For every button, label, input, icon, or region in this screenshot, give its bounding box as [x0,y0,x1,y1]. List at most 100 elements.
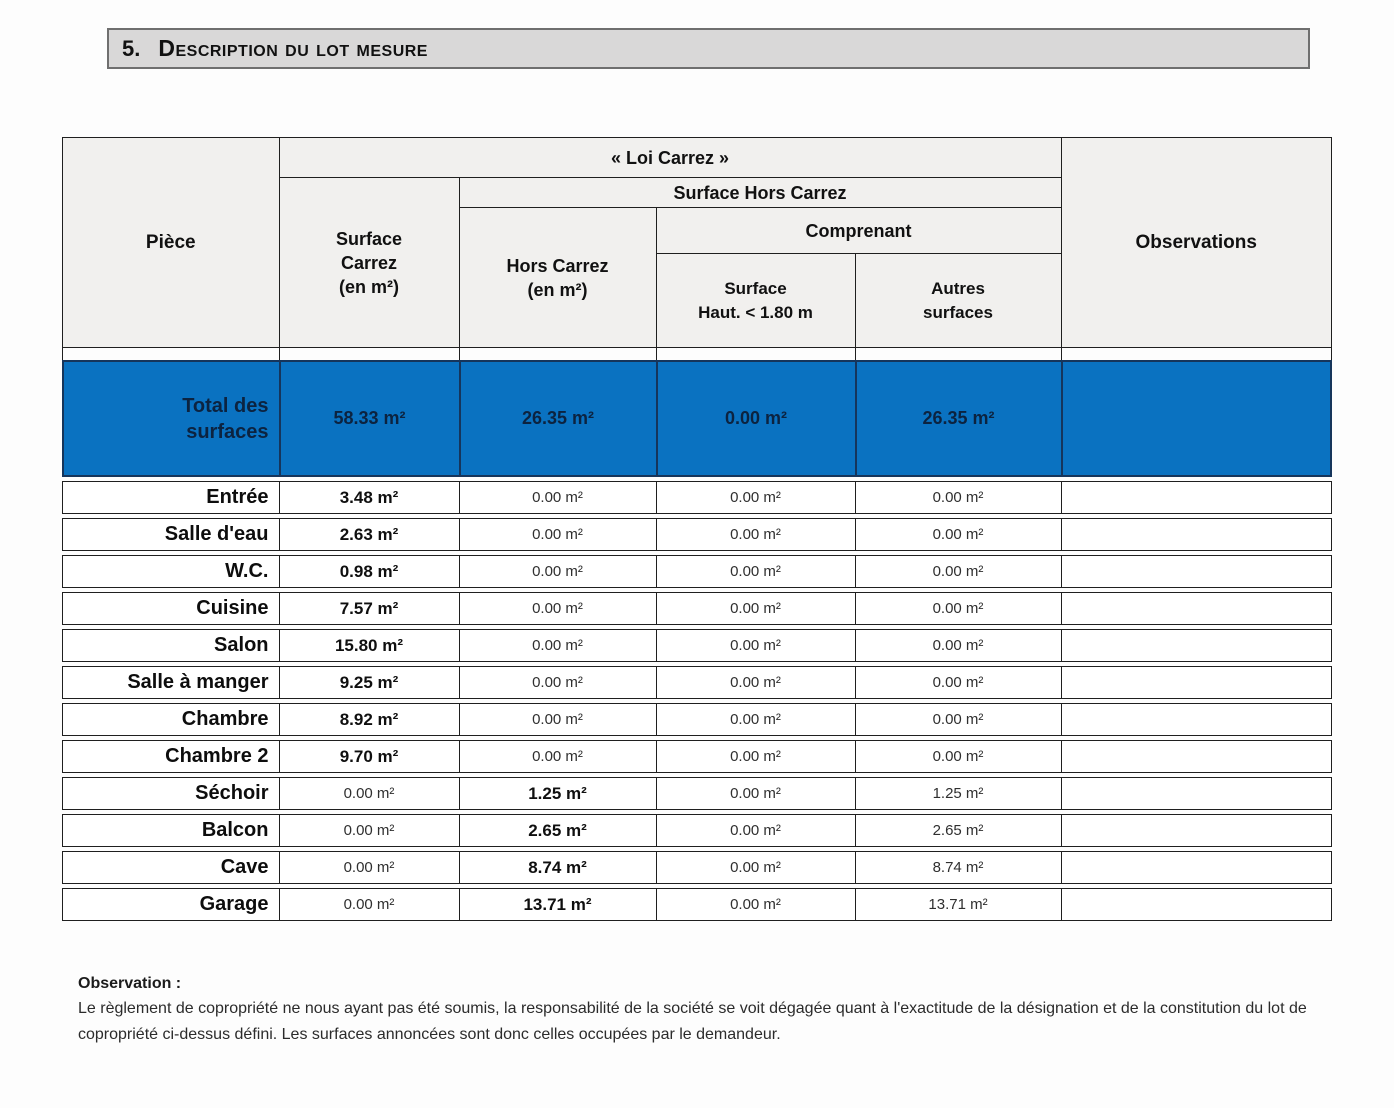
header-surface-carrez: Surface Carrez (en m²) [279,178,460,347]
spacer-cell [657,348,856,360]
section-title-bar: 5. Description du lot mesure [107,28,1310,69]
piece-cell: Garage [63,889,280,920]
surface-carrez-cell: 3.48 m² [280,482,460,513]
hors-carrez-cell: 0.00 m² [460,667,657,698]
header-surface-hors-carrez: Surface Hors Carrez [459,178,1062,208]
header-observations: Observations [1061,138,1331,347]
piece-cell: Salle à manger [63,667,280,698]
total-autres-surfaces-cell: 26.35 m² [856,362,1063,475]
header-comprenant: Comprenant [656,208,1062,254]
autres-surfaces-cell: 0.00 m² [856,741,1062,772]
hors-carrez-cell: 2.65 m² [460,815,657,846]
observation-text: Le règlement de copropriété ne nous ayan… [78,1000,1307,1043]
surface-carrez-cell: 0.00 m² [280,778,460,809]
piece-cell: Salon [63,630,280,661]
hors-carrez-cell: 1.25 m² [460,778,657,809]
hors-carrez-cell: 0.00 m² [460,556,657,587]
measurement-table: Pièce « Loi Carrez » Surface Carrez (en … [62,137,1332,921]
observations-cell [1062,519,1332,550]
autres-surfaces-cell: 2.65 m² [856,815,1062,846]
total-surface-carrez-cell: 58.33 m² [280,362,461,475]
hors-carrez-cell: 0.00 m² [460,482,657,513]
hors-carrez-cell: 0.00 m² [460,704,657,735]
autres-surfaces-cell: 0.00 m² [856,704,1062,735]
observations-cell [1062,741,1332,772]
header-spacer [62,348,1332,360]
piece-cell: W.C. [63,556,280,587]
autres-surfaces-cell: 0.00 m² [856,630,1062,661]
autres-surfaces-cell: 0.00 m² [856,482,1062,513]
observations-cell [1062,778,1332,809]
surface-carrez-cell: 0.98 m² [280,556,460,587]
total-surface-haut-cell: 0.00 m² [657,362,857,475]
observation-note: Observation : Le règlement de copropriét… [78,975,1345,1048]
autres-surfaces-cell: 0.00 m² [856,667,1062,698]
observations-cell [1062,667,1332,698]
autres-surfaces-cell: 0.00 m² [856,556,1062,587]
total-hors-carrez-cell: 26.35 m² [460,362,658,475]
table-row: W.C. 0.98 m² 0.00 m² 0.00 m² 0.00 m² [62,555,1332,588]
table-row: Salle d'eau 2.63 m² 0.00 m² 0.00 m² 0.00… [62,518,1332,551]
observations-cell [1062,630,1332,661]
table-row: Salle à manger 9.25 m² 0.00 m² 0.00 m² 0… [62,666,1332,699]
table-header: Pièce « Loi Carrez » Surface Carrez (en … [62,137,1332,348]
table-row: Entrée 3.48 m² 0.00 m² 0.00 m² 0.00 m² [62,481,1332,514]
surface-haut-cell: 0.00 m² [657,741,856,772]
surface-haut-cell: 0.00 m² [657,482,856,513]
observations-cell [1062,556,1332,587]
piece-cell: Séchoir [63,778,280,809]
surface-haut-cell: 0.00 m² [657,519,856,550]
piece-cell: Cave [63,852,280,883]
table-row: Cuisine 7.57 m² 0.00 m² 0.00 m² 0.00 m² [62,592,1332,625]
hors-carrez-cell: 8.74 m² [460,852,657,883]
header-piece: Pièce [63,138,280,347]
surface-haut-cell: 0.00 m² [657,852,856,883]
surface-haut-cell: 0.00 m² [657,630,856,661]
autres-surfaces-cell: 13.71 m² [856,889,1062,920]
surface-haut-cell: 0.00 m² [657,889,856,920]
spacer-cell [63,348,280,360]
spacer-cell [460,348,657,360]
header-loi-carrez: « Loi Carrez » [279,138,1062,178]
table-row: Balcon 0.00 m² 2.65 m² 0.00 m² 2.65 m² [62,814,1332,847]
surface-carrez-cell: 9.70 m² [280,741,460,772]
observations-cell [1062,593,1332,624]
table-row: Séchoir 0.00 m² 1.25 m² 0.00 m² 1.25 m² [62,777,1332,810]
observation-heading: Observation : [78,975,182,992]
total-label: Total des surfaces [64,362,281,475]
piece-cell: Salle d'eau [63,519,280,550]
surface-carrez-cell: 7.57 m² [280,593,460,624]
surface-haut-cell: 0.00 m² [657,778,856,809]
piece-cell: Balcon [63,815,280,846]
spacer-cell [1062,348,1332,360]
autres-surfaces-cell: 0.00 m² [856,519,1062,550]
header-autres-surfaces: Autres surfaces [855,254,1062,347]
observations-cell [1062,889,1332,920]
autres-surfaces-cell: 8.74 m² [856,852,1062,883]
header-surface-haut: Surface Haut. < 1.80 m [656,254,856,347]
hors-carrez-cell: 0.00 m² [460,741,657,772]
surface-haut-cell: 0.00 m² [657,556,856,587]
piece-cell: Chambre [63,704,280,735]
total-row: Total des surfaces 58.33 m² 26.35 m² 0.0… [62,360,1332,477]
observations-cell [1062,704,1332,735]
observations-cell [1062,815,1332,846]
table-row: Chambre 8.92 m² 0.00 m² 0.00 m² 0.00 m² [62,703,1332,736]
surface-carrez-cell: 15.80 m² [280,630,460,661]
section-number: 5. [122,35,141,61]
surface-haut-cell: 0.00 m² [657,704,856,735]
table-row: Chambre 2 9.70 m² 0.00 m² 0.00 m² 0.00 m… [62,740,1332,773]
autres-surfaces-cell: 0.00 m² [856,593,1062,624]
hors-carrez-cell: 0.00 m² [460,630,657,661]
hors-carrez-cell: 0.00 m² [460,519,657,550]
header-hors-carrez: Hors Carrez (en m²) [459,208,657,347]
piece-cell: Cuisine [63,593,280,624]
hors-carrez-cell: 13.71 m² [460,889,657,920]
surface-haut-cell: 0.00 m² [657,593,856,624]
surface-carrez-cell: 0.00 m² [280,889,460,920]
hors-carrez-cell: 0.00 m² [460,593,657,624]
table-row: Garage 0.00 m² 13.71 m² 0.00 m² 13.71 m² [62,888,1332,921]
surface-haut-cell: 0.00 m² [657,667,856,698]
total-observations-cell [1062,362,1330,475]
autres-surfaces-cell: 1.25 m² [856,778,1062,809]
